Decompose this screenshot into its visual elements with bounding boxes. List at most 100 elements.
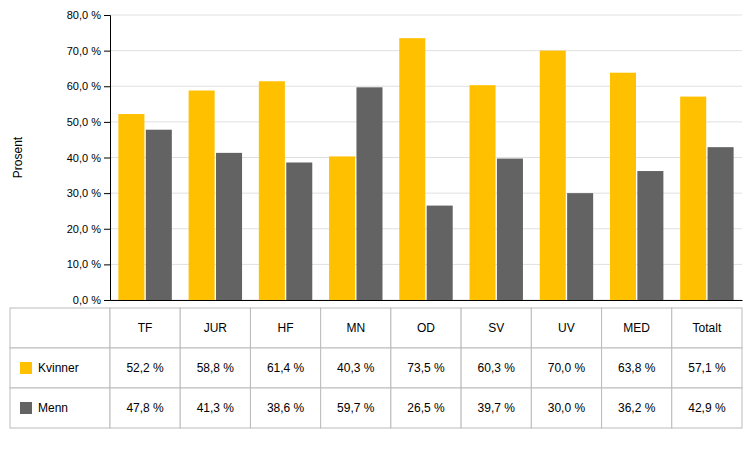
table-cell — [10, 348, 110, 388]
data-label: 52,2 % — [126, 361, 164, 375]
table: TF JUR HF MN OD SV UV MED Totalt Kvinner 52,2 % 58,… — [10, 308, 742, 428]
bar — [216, 153, 242, 300]
table-cell — [461, 388, 531, 428]
tick-label: 50,0 % — [67, 116, 101, 128]
tick-mark — [104, 229, 110, 230]
data-label: 58,8 % — [197, 361, 235, 375]
data-label: 42,9 % — [688, 401, 726, 415]
category-label: MED — [623, 321, 650, 335]
tick-label: 30,0 % — [67, 187, 101, 199]
tick: 70,0 % — [67, 45, 110, 57]
table-cell — [110, 308, 180, 348]
category-label: UV — [558, 321, 575, 335]
bar — [680, 97, 706, 300]
data-label: 36,2 % — [618, 401, 656, 415]
tick-mark — [104, 158, 110, 159]
table-cell — [391, 308, 461, 348]
bar — [427, 206, 453, 300]
table-cell — [250, 388, 320, 428]
data-label: 73,5 % — [407, 361, 445, 375]
tick-mark — [104, 193, 110, 194]
category-label: TF — [138, 321, 153, 335]
data-label: 30,0 % — [548, 401, 586, 415]
bar — [708, 147, 734, 300]
category-label: OD — [417, 321, 435, 335]
tick-label: 10,0 % — [67, 258, 101, 270]
tick: 20,0 % — [67, 223, 110, 235]
table-cell — [10, 308, 110, 348]
table-cell — [672, 308, 742, 348]
bar — [146, 130, 172, 300]
grid-line — [110, 15, 742, 16]
tick-mark — [104, 51, 110, 52]
x-axis — [111, 300, 743, 301]
bar — [118, 114, 144, 300]
table-cell — [321, 348, 391, 388]
category-label: MN — [346, 321, 365, 335]
table-cell — [10, 388, 110, 428]
tick-label: 20,0 % — [67, 223, 101, 235]
table-cell — [391, 388, 461, 428]
data-label: 26,5 % — [407, 401, 445, 415]
data-label: 47,8 % — [126, 401, 164, 415]
table-cell — [602, 308, 672, 348]
bar — [470, 85, 496, 300]
legend-swatch — [20, 402, 32, 414]
axis-line — [104, 16, 111, 301]
category-label: HF — [278, 321, 294, 335]
table-cell — [180, 388, 250, 428]
tick-mark — [104, 300, 110, 301]
tick-label: 40,0 % — [67, 152, 101, 164]
bar-series — [118, 38, 706, 300]
tick-label: 60,0 % — [67, 80, 101, 92]
tick-mark — [104, 264, 110, 265]
tick-mark — [104, 122, 110, 123]
axis-line — [111, 300, 743, 301]
grid-line — [110, 50, 742, 51]
bar — [259, 81, 285, 300]
data-label: 60,3 % — [478, 361, 516, 375]
data-label: 39,7 % — [478, 401, 516, 415]
data-label: 38,6 % — [267, 401, 305, 415]
table-cell — [321, 308, 391, 348]
tick-mark — [104, 86, 110, 87]
tick-mark — [104, 15, 110, 16]
table-cell — [672, 388, 742, 428]
tick-label: 0,0 % — [73, 294, 101, 306]
legend-label: Kvinner — [38, 361, 79, 375]
tick: 40,0 % — [67, 152, 110, 164]
bar — [286, 162, 312, 300]
data-label: 57,1 % — [688, 361, 726, 375]
category-label: JUR — [204, 321, 228, 335]
y-axis: 0,0 % 10,0 % 20,0 % 30,0 % 40,0 % 50,0 % 60,0 … — [67, 9, 111, 306]
bar-series — [146, 87, 734, 300]
table-cell — [672, 348, 742, 388]
tick: 50,0 % — [67, 116, 110, 128]
table-cell — [180, 308, 250, 348]
table-cell — [391, 348, 461, 388]
table-cell — [250, 348, 320, 388]
bar — [567, 193, 593, 300]
bar — [637, 171, 663, 300]
bar — [329, 156, 355, 300]
bar — [497, 159, 523, 300]
bars — [118, 38, 733, 300]
tick: 30,0 % — [67, 187, 110, 199]
table-cell — [531, 308, 601, 348]
tick: 10,0 % — [67, 258, 110, 270]
data-label: 59,7 % — [337, 401, 375, 415]
legend-swatch — [20, 362, 32, 374]
chart: 0,0 % 10,0 % 20,0 % 30,0 % 40,0 % 50,0 % 60,0 … — [0, 0, 752, 451]
table-cell — [531, 348, 601, 388]
data-label: 41,3 % — [197, 401, 235, 415]
category-label: Totalt — [693, 321, 722, 335]
tick-label: 70,0 % — [67, 45, 101, 57]
bar — [189, 91, 215, 300]
bar — [610, 73, 636, 300]
table-cell — [461, 348, 531, 388]
tick: 60,0 % — [67, 80, 110, 92]
table-cell — [461, 308, 531, 348]
category-label: SV — [488, 321, 504, 335]
data-label: 63,8 % — [618, 361, 656, 375]
tick: 0,0 % — [73, 294, 110, 306]
